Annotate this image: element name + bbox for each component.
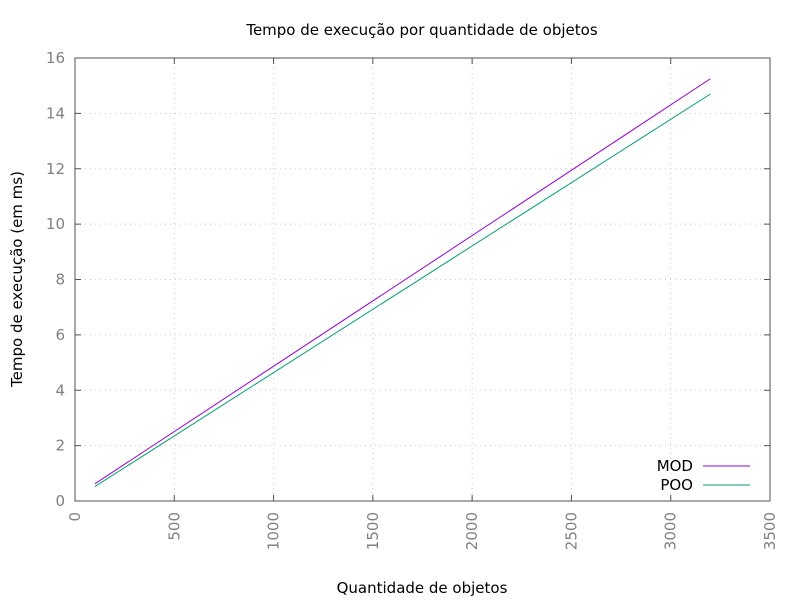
- x-tick-label: 2500: [562, 512, 580, 550]
- y-tick-label: 14: [46, 104, 65, 122]
- y-tick-label: 16: [46, 49, 65, 67]
- legend-label-poo: POO: [660, 476, 693, 494]
- y-tick-label: 2: [55, 437, 65, 455]
- legend-label-mod: MOD: [657, 457, 693, 475]
- plot-area: [94, 78, 711, 488]
- y-tick-label: 0: [55, 492, 65, 510]
- x-tick-label: 1500: [364, 512, 382, 550]
- series-line-mod: [94, 78, 711, 485]
- y-tick-label: 4: [55, 381, 65, 399]
- x-axis-title: Quantidade de objetos: [337, 579, 508, 597]
- y-axis-title: Tempo de execução (em ms): [8, 171, 26, 388]
- y-tick-label: 6: [55, 326, 65, 344]
- series-line-poo: [94, 93, 711, 488]
- tick-labels: 0 2 4 6 8 10 12 14 16 0 500 1000 1500 2000 2500 3000 350…: [46, 49, 779, 550]
- chart-title: Tempo de execução por quantidade de obje…: [245, 21, 597, 39]
- y-tick-label: 12: [46, 160, 65, 178]
- x-tick-label: 0: [66, 512, 84, 522]
- x-tick-label: 1000: [265, 512, 283, 550]
- y-tick-label: 10: [46, 215, 65, 233]
- y-tick-label: 8: [55, 271, 65, 289]
- x-tick-label: 500: [165, 512, 183, 541]
- x-tick-label: 3500: [761, 512, 779, 550]
- axes: [74, 57, 771, 502]
- plot-border: [74, 57, 771, 502]
- x-tick-label: 3000: [662, 512, 680, 550]
- x-tick-label: 2000: [463, 512, 481, 550]
